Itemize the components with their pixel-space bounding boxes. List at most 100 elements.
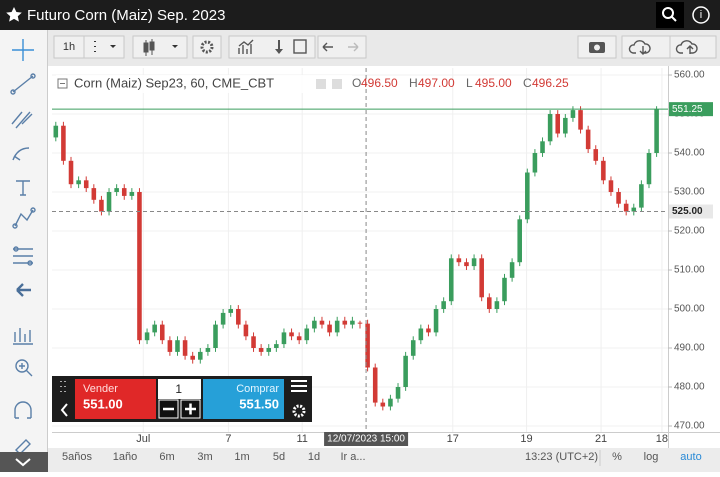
log-toggle[interactable]: log [644, 451, 659, 463]
panel-settings[interactable] [292, 404, 306, 418]
percent-toggle[interactable]: % [612, 451, 622, 463]
range-button[interactable]: 1año [113, 451, 137, 463]
legend-close[interactable] [332, 79, 342, 89]
x-tick-label: 11 [296, 433, 307, 445]
info-icon: i [700, 9, 702, 21]
info-button[interactable] [692, 6, 710, 24]
x-tick-label: 17 [447, 433, 459, 445]
legend-eye[interactable] [316, 79, 326, 89]
sell-price: 551.00 [83, 396, 123, 411]
candle-body [251, 336, 256, 348]
candle-body [281, 332, 287, 345]
ohlc-key: L [466, 76, 473, 90]
candle-body [198, 351, 203, 360]
quantity-input[interactable] [158, 379, 201, 399]
panel-back[interactable] [60, 403, 68, 417]
title-bar [0, 0, 720, 30]
candle-body [654, 109, 659, 154]
search-icon [662, 7, 674, 19]
candle-body [525, 172, 530, 220]
panel-menu[interactable] [291, 380, 307, 392]
candle-body [167, 340, 173, 352]
download-icon [275, 40, 283, 54]
auto-toggle[interactable]: auto [680, 451, 701, 463]
candle-body [395, 386, 401, 399]
candle-body [578, 110, 583, 130]
candle-body [540, 141, 545, 154]
last-price-label: 551.25 [672, 104, 703, 115]
candle-body [487, 297, 492, 310]
ohlc-key: O [352, 76, 361, 90]
candle-body [129, 192, 135, 196]
undo-icon [322, 42, 333, 52]
candle-body [83, 180, 89, 189]
cloud-download-icon [628, 40, 651, 55]
range-button[interactable]: 1m [234, 451, 249, 463]
candle-body [608, 180, 614, 193]
buy-price: 551.50 [239, 396, 279, 411]
buy-label: Comprar [236, 383, 279, 395]
candle-icon [143, 39, 155, 56]
range-button[interactable]: 5d [273, 451, 285, 463]
gear-icon [200, 40, 214, 54]
camera-icon [594, 44, 600, 51]
range-button[interactable]: 5años [62, 451, 92, 463]
candle-body [494, 301, 500, 310]
chart-type-button[interactable] [132, 35, 188, 59]
candle-body [68, 160, 74, 185]
buy-button[interactable] [203, 379, 284, 419]
search-button[interactable] [656, 2, 684, 28]
candle-body [563, 117, 568, 134]
candle-body [61, 125, 66, 161]
candle-body [623, 203, 629, 212]
collapse-toolbar[interactable] [0, 452, 48, 472]
candle-body [159, 324, 165, 341]
candle-body [509, 262, 515, 278]
interval-menu[interactable] [83, 35, 125, 59]
candle-body [304, 328, 310, 341]
candle-body [114, 188, 119, 193]
settings-button[interactable] [192, 35, 222, 59]
y-tick-label: 470.00 [674, 421, 705, 432]
y-tick-label: 480.00 [674, 382, 705, 393]
candle-body [289, 332, 294, 337]
undo-redo[interactable] [317, 35, 367, 59]
search-icon [671, 16, 677, 22]
y-tick-label: 530.00 [674, 187, 705, 198]
candle-body [357, 322, 363, 324]
candle-body [479, 258, 484, 298]
range-button[interactable]: 3m [197, 451, 212, 463]
range-button[interactable]: Ir a... [340, 451, 365, 463]
range-button[interactable]: 6m [159, 451, 174, 463]
y-tick-label: 540.00 [674, 148, 705, 159]
candle-body [616, 192, 621, 204]
candle-body [144, 332, 150, 341]
candle-body [91, 188, 97, 200]
candle-body [639, 184, 644, 208]
candle-body [213, 324, 218, 348]
tools-group[interactable] [228, 35, 316, 59]
dropdown-icon [172, 45, 178, 48]
quantity: 1 [175, 382, 182, 396]
favorite-star[interactable] [6, 7, 22, 22]
candle-body [76, 180, 81, 185]
ohlc-value: 496.25 [532, 76, 569, 90]
candle-body [296, 336, 302, 341]
candle-body [236, 309, 241, 325]
x-tick-label: 18 [656, 433, 668, 445]
candle-body [365, 323, 370, 368]
range-button[interactable]: 1d [308, 451, 320, 463]
candle-body [593, 149, 599, 161]
candle-body [243, 324, 249, 337]
candle-body [327, 324, 332, 333]
candle-body [228, 309, 233, 313]
x-tick-label: 21 [595, 433, 607, 445]
sell-button[interactable] [75, 379, 156, 419]
cloud-upload-icon [675, 40, 698, 54]
ohlc-key: C [523, 76, 532, 90]
crosshair-price-box [669, 204, 713, 219]
collapse-legend[interactable] [57, 78, 68, 89]
candle-body [403, 355, 408, 387]
clock: 13:23 (UTC+2) [525, 451, 598, 463]
